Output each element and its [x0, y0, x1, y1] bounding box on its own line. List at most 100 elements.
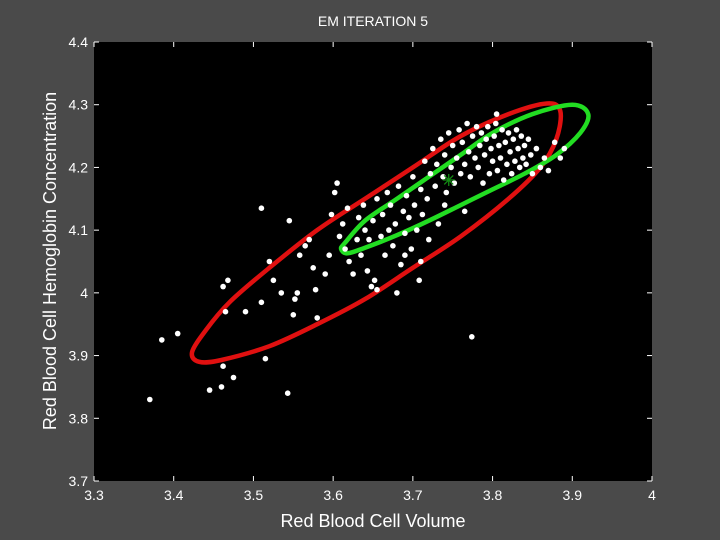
data-point: [529, 170, 536, 177]
data-point: [557, 155, 564, 161]
data-point: [541, 155, 548, 161]
data-point: [504, 161, 510, 168]
data-point: [472, 155, 478, 161]
data-point: [438, 136, 444, 142]
data-point: [419, 211, 426, 218]
data-point: [445, 130, 452, 136]
data-point: [362, 227, 368, 233]
data-point: [434, 161, 440, 168]
data-point: [515, 145, 521, 152]
data-point: [502, 139, 509, 146]
data-point: [355, 214, 362, 221]
data-point: [493, 111, 500, 117]
data-point: [537, 164, 544, 171]
data-point: [350, 271, 356, 277]
data-point: [461, 161, 468, 168]
data-point: [402, 252, 408, 258]
data-point: [545, 167, 552, 174]
data-point: [411, 202, 418, 208]
y-tick-label: 3.8: [69, 410, 89, 426]
x-tick-label: 3.4: [164, 487, 184, 503]
data-point: [296, 252, 303, 258]
data-point: [427, 170, 434, 177]
data-point: [364, 268, 371, 274]
x-tick-label: 3.3: [84, 487, 104, 503]
data-point: [561, 145, 568, 152]
data-point: [306, 236, 313, 243]
data-point: [371, 277, 378, 284]
data-point: [406, 214, 412, 221]
data-point: [398, 261, 404, 268]
data-point: [394, 290, 400, 296]
data-point: [278, 290, 285, 296]
data-point: [422, 158, 428, 164]
x-tick-label: 3.6: [323, 487, 343, 503]
data-point: [418, 186, 424, 193]
data-point: [475, 164, 482, 171]
data-point: [478, 130, 485, 136]
data-point: [326, 252, 333, 258]
chart-title: EM ITERATION 5: [318, 13, 428, 29]
plot-area: [94, 42, 652, 481]
data-point: [358, 252, 364, 258]
data-point: [366, 236, 372, 243]
data-point: [414, 227, 420, 233]
data-point: [290, 312, 297, 318]
data-point: [435, 221, 442, 227]
data-point: [465, 149, 472, 155]
y-tick-label: 3.9: [69, 348, 89, 364]
data-point: [220, 363, 226, 370]
data-point: [292, 296, 298, 302]
data-point: [322, 271, 329, 277]
mean-marker: [442, 173, 455, 186]
x-tick-label: 3.9: [563, 487, 583, 503]
y-tick-label: 3.7: [69, 473, 89, 489]
data-point: [302, 243, 309, 249]
data-point: [520, 155, 526, 161]
data-point: [266, 258, 273, 265]
data-point: [467, 174, 474, 180]
data-point: [469, 334, 475, 340]
data-point: [473, 123, 480, 130]
data-point: [477, 142, 483, 149]
data-point: [379, 211, 386, 218]
data-point: [346, 258, 352, 265]
contour-ellipse-1: [189, 101, 564, 365]
data-point: [312, 286, 319, 293]
data-point: [174, 330, 181, 337]
data-point: [378, 233, 384, 240]
data-point: [441, 152, 448, 158]
data-point: [408, 246, 415, 252]
data-point: [424, 196, 431, 202]
data-point: [486, 170, 493, 177]
data-point: [533, 145, 540, 152]
x-tick-label: 4: [648, 487, 656, 503]
data-point: [400, 208, 407, 215]
data-point: [258, 205, 265, 211]
x-tick-label: 3.7: [403, 487, 423, 503]
data-point: [497, 155, 504, 161]
y-tick-label: 4.1: [69, 222, 89, 238]
x-ticks: 3.3 3.4 3.5 3.6 3.7 3.8 3.9 4: [84, 42, 656, 503]
data-point: [360, 202, 367, 208]
data-point: [242, 308, 249, 315]
data-point: [453, 155, 460, 161]
data-point: [395, 183, 402, 189]
data-point: [390, 243, 396, 249]
data-point: [403, 192, 410, 199]
data-point: [493, 120, 499, 127]
data-point: [334, 180, 340, 186]
data-point: [443, 189, 450, 196]
data-point: [294, 290, 301, 296]
data-point: [485, 123, 491, 130]
data-point: [402, 230, 408, 237]
x-axis-label: Red Blood Cell Volume: [280, 511, 465, 531]
data-point: [551, 139, 558, 146]
data-point: [459, 139, 466, 146]
data-point: [310, 265, 317, 271]
data-point: [368, 283, 375, 290]
data-point: [230, 374, 237, 381]
data-point: [374, 196, 380, 202]
data-point: [386, 227, 392, 233]
